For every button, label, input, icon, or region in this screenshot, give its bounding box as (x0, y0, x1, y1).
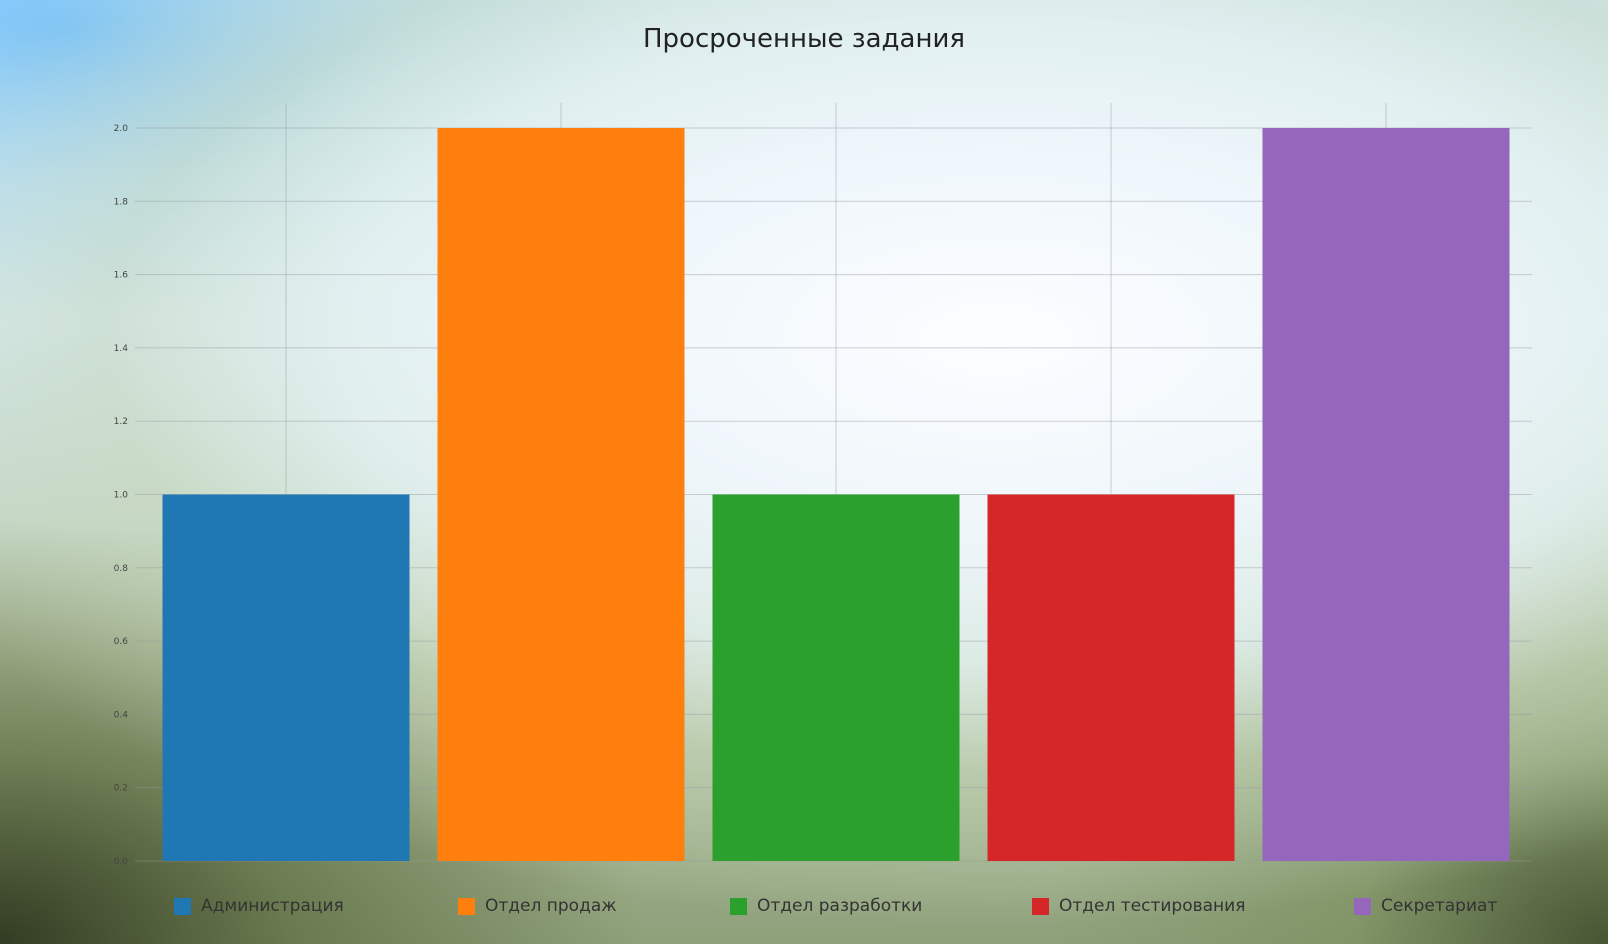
y-tick-label: 1.0 (114, 491, 129, 501)
legend-swatch (1354, 897, 1371, 915)
bar-5[interactable] (1262, 128, 1510, 861)
y-tick-label: 0.8 (114, 564, 129, 574)
legend-item-testing[interactable]: Отдел тестирования (1032, 896, 1245, 916)
bar-2[interactable] (437, 128, 685, 861)
bar-4[interactable] (987, 494, 1235, 862)
legend-swatch (730, 897, 747, 915)
bar-3[interactable] (712, 494, 960, 862)
y-tick-label: 1.2 (114, 417, 128, 427)
legend-item-administration[interactable]: Администрация (174, 896, 344, 916)
legend-item-development[interactable]: Отдел разработки (730, 896, 922, 916)
legend-label: Администрация (201, 896, 344, 916)
legend-item-sales[interactable]: Отдел продаж (458, 896, 617, 916)
y-tick-label: 1.6 (114, 271, 129, 281)
y-tick-label: 0.2 (114, 784, 128, 794)
y-tick-label: 2.0 (114, 124, 129, 134)
legend-label: Отдел разработки (757, 896, 923, 916)
bars (162, 128, 1510, 862)
legend-swatch (1032, 897, 1049, 915)
chart-legend: Администрация Отдел продаж Отдел разрабо… (0, 896, 1608, 920)
legend-label: Отдел продаж (485, 896, 617, 916)
bar-1[interactable] (162, 494, 410, 862)
legend-label: Секретариат (1381, 896, 1498, 916)
chart-title: Просроченные задания (642, 24, 966, 54)
y-tick-label: 1.8 (114, 197, 129, 207)
legend-label: Отдел тестирования (1059, 896, 1246, 916)
y-tick-label: 1.4 (114, 344, 129, 354)
y-tick-label: 0.4 (114, 710, 129, 720)
legend-swatch (174, 897, 191, 915)
y-axis: 0.0 0.2 0.4 0.6 0.8 1.0 1.2 1.4 1.6 1.8 2.0 (114, 124, 129, 867)
legend-swatch (458, 897, 475, 915)
legend-item-secretariat[interactable]: Секретариат (1354, 896, 1497, 916)
y-tick-label: 0.0 (114, 857, 129, 867)
y-tick-label: 0.6 (114, 637, 129, 647)
